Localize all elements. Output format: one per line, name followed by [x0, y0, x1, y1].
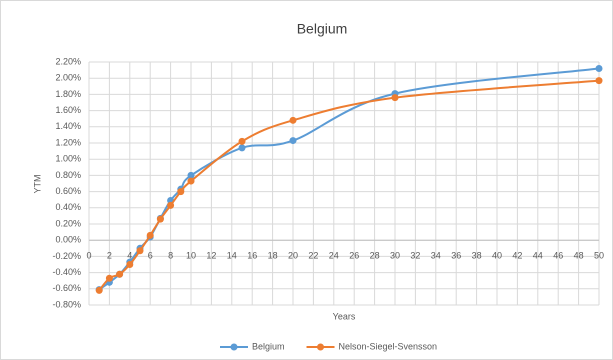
y-tick-label: 0.80% — [55, 170, 81, 180]
y-tick-label: 1.40% — [55, 121, 81, 131]
data-point — [289, 137, 297, 145]
y-axis-label: YTM — [32, 175, 42, 194]
data-point — [156, 215, 164, 223]
data-point — [126, 261, 134, 268]
y-tick-label: 2.20% — [55, 56, 81, 66]
x-tick-label: 12 — [206, 251, 216, 261]
x-tick-label: 6 — [148, 251, 153, 261]
x-tick-label: 0 — [86, 251, 91, 261]
x-tick-label: 48 — [574, 251, 584, 261]
legend-label: Belgium — [252, 341, 285, 351]
legend-marker — [230, 343, 238, 351]
data-point — [595, 64, 603, 72]
x-tick-label: 4 — [127, 251, 132, 261]
x-tick-label: 2 — [107, 251, 112, 261]
y-tick-label: -0.20% — [52, 251, 81, 261]
data-point — [167, 201, 175, 209]
x-tick-label: 50 — [594, 251, 604, 261]
x-tick-label: 36 — [451, 251, 461, 261]
x-tick-label: 22 — [308, 251, 318, 261]
data-point — [146, 231, 154, 239]
data-point — [238, 137, 246, 145]
y-tick-label: 1.20% — [55, 137, 81, 147]
y-tick-label: 2.00% — [55, 73, 81, 83]
y-tick-label: -0.40% — [52, 267, 81, 277]
x-tick-label: 24 — [329, 251, 339, 261]
y-tick-label: 1.60% — [55, 105, 81, 115]
y-tick-label: -0.80% — [52, 299, 81, 309]
data-point — [177, 188, 185, 196]
data-point — [105, 274, 113, 282]
x-tick-label: 20 — [288, 251, 298, 261]
data-point — [595, 77, 603, 85]
x-tick-label: 46 — [553, 251, 563, 261]
x-tick-label: 42 — [512, 251, 522, 261]
data-point — [289, 116, 297, 124]
x-tick-label: 14 — [227, 251, 237, 261]
x-tick-label: 30 — [390, 251, 400, 261]
x-tick-label: 40 — [492, 251, 502, 261]
y-tick-label: 1.00% — [55, 154, 81, 164]
x-tick-label: 10 — [186, 251, 196, 261]
x-tick-label: 32 — [410, 251, 420, 261]
x-tick-label: 38 — [472, 251, 482, 261]
data-point — [238, 144, 246, 152]
y-tick-label: 0.20% — [55, 218, 81, 228]
x-tick-label: 34 — [431, 251, 441, 261]
data-point — [136, 247, 144, 255]
chart-title: Belgium — [297, 21, 348, 37]
x-tick-label: 8 — [168, 251, 173, 261]
x-tick-label: 28 — [370, 251, 380, 261]
x-tick-label: 44 — [533, 251, 543, 261]
y-tick-label: 0.60% — [55, 186, 81, 196]
legend-label: Nelson-Siegel-Svensson — [339, 341, 438, 351]
legend-marker — [317, 343, 325, 351]
data-point — [187, 177, 195, 185]
data-point — [187, 171, 195, 179]
x-tick-label: 26 — [349, 251, 359, 261]
x-tick-label: 16 — [247, 251, 257, 261]
data-point — [116, 270, 124, 278]
y-tick-label: 0.40% — [55, 202, 81, 212]
y-tick-label: 0.00% — [55, 235, 81, 245]
y-tick-label: -0.60% — [52, 283, 81, 293]
x-tick-label: 18 — [268, 251, 278, 261]
y-tick-label: 1.80% — [55, 89, 81, 99]
data-point — [95, 286, 103, 294]
data-point — [391, 94, 399, 102]
x-axis-label: Years — [333, 311, 356, 321]
